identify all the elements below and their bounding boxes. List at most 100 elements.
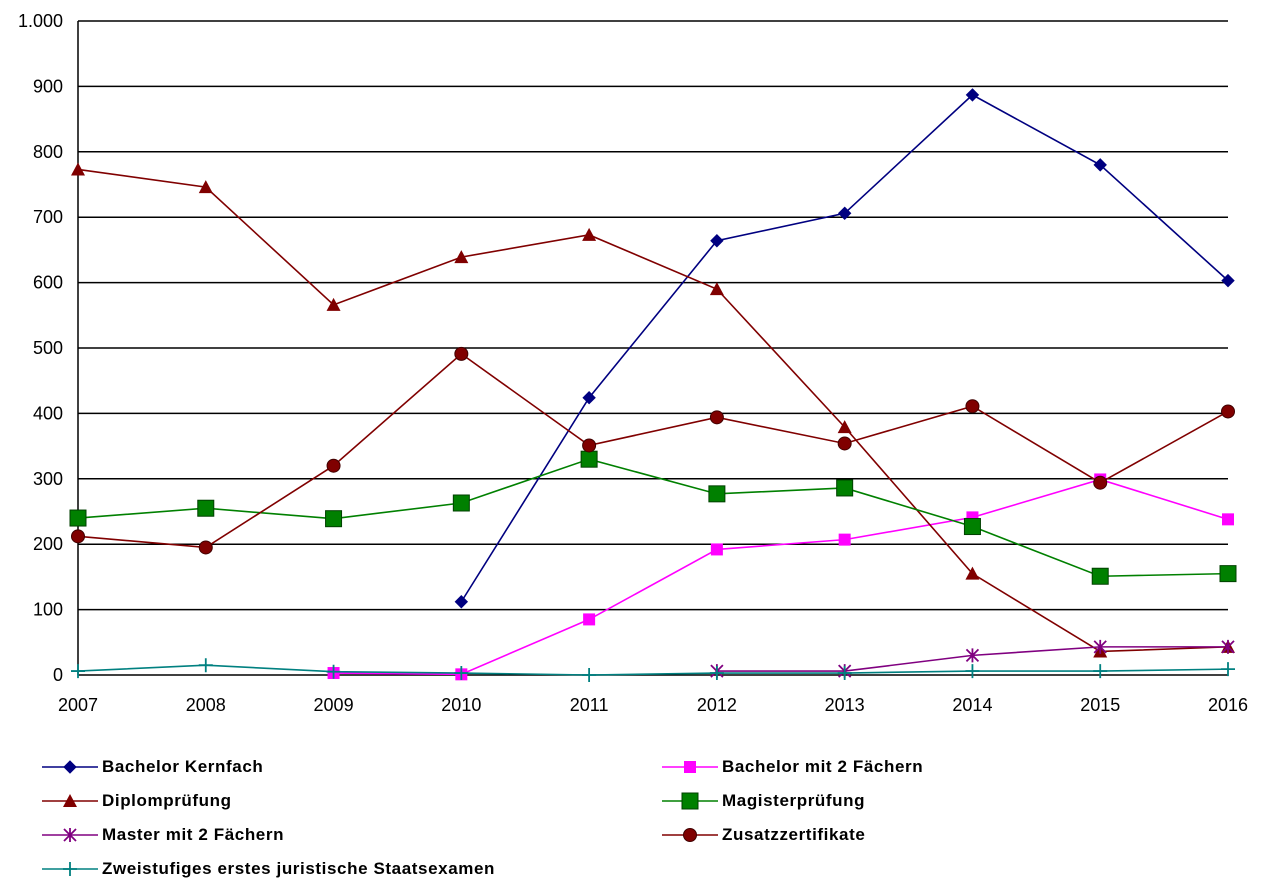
y-tick-label: 600 (33, 273, 63, 293)
data-point (325, 510, 343, 528)
x-tick-label: 2016 (1208, 695, 1248, 715)
x-tick-label: 2012 (697, 695, 737, 715)
data-point (326, 458, 341, 473)
data-point (1221, 662, 1235, 677)
legend-swatch (42, 760, 98, 774)
data-point (837, 420, 852, 434)
data-point (582, 438, 597, 453)
y-axis-tick-labels: 0 100 200 300 400 500 600 700 800 900 1.000 (18, 11, 63, 685)
data-point (709, 410, 724, 425)
legend-item: Magisterprüfung (660, 784, 865, 818)
legend-marker (63, 760, 77, 774)
y-tick-label: 300 (33, 469, 63, 489)
data-point (582, 227, 597, 241)
legend-label: Bachelor Kernfach (102, 757, 264, 776)
y-tick-label: 900 (33, 76, 63, 96)
data-point (454, 250, 469, 264)
legend-label: Zusatzzertifikate (722, 825, 866, 844)
series-line (333, 478, 1229, 676)
y-tick-label: 500 (33, 338, 63, 358)
data-point (582, 390, 596, 405)
x-tick-label: 2014 (952, 695, 992, 715)
data-point (965, 88, 980, 102)
data-point (836, 479, 854, 497)
legend-swatch (662, 828, 718, 842)
data-point (454, 346, 469, 361)
x-tick-label: 2007 (58, 695, 98, 715)
legend-item: Zweistufiges erstes juristische Staatsex… (40, 852, 495, 886)
series-line (77, 664, 1229, 676)
legend-swatch (42, 862, 98, 876)
series-line (77, 168, 1229, 653)
x-tick-label: 2013 (825, 695, 865, 715)
legend-marker (63, 794, 77, 807)
x-tick-label: 2009 (314, 695, 354, 715)
data-point (965, 664, 980, 679)
data-point (198, 540, 213, 555)
data-point (1093, 664, 1108, 679)
data-point (1093, 158, 1107, 172)
x-tick-label: 2008 (186, 695, 226, 715)
legend-label: Magisterprüfung (722, 791, 866, 810)
legend-swatch (662, 792, 718, 810)
legend-item: Master mit 2 Fächern (40, 818, 284, 852)
legend-item: Diplomprüfung (40, 784, 232, 818)
data-point (198, 180, 213, 194)
data-point (1221, 404, 1235, 419)
series-line (77, 352, 1229, 549)
legend-label: Zweistufiges erstes juristische Staatsex… (102, 859, 496, 878)
legend-item: Bachelor Kernfach (40, 750, 263, 784)
legend-label: Diplomprüfung (102, 791, 232, 810)
data-point (709, 666, 724, 681)
data-point (963, 518, 981, 536)
data-point (71, 664, 85, 679)
data-point (326, 664, 341, 679)
data-point (837, 666, 852, 681)
x-tick-label: 2011 (570, 695, 609, 715)
data-point (1221, 639, 1235, 654)
data-point (710, 234, 724, 248)
legend-item: Bachelor mit 2 Fächern (660, 750, 923, 784)
data-point (1093, 475, 1108, 490)
legend-swatch (42, 828, 98, 842)
series-bachelor-mit-2-f-chern (327, 473, 1234, 681)
data-point (582, 668, 597, 682)
data-point (710, 543, 723, 556)
legend: Bachelor Kernfach Bachelor mit 2 Fächern D… (0, 750, 1261, 881)
data-point (454, 595, 469, 609)
legend-swatch (662, 761, 718, 773)
legend-marker (683, 828, 697, 842)
data-point (965, 566, 980, 580)
series-lines (69, 88, 1237, 682)
series-diplompr-fung (71, 162, 1235, 658)
data-point (71, 529, 85, 544)
legend-item: Zusatzzertifikate (660, 818, 865, 852)
y-tick-label: 100 (33, 600, 63, 620)
gridlines (77, 20, 1228, 676)
series-zusatzzertifikate (71, 346, 1235, 555)
legend-label: Master mit 2 Fächern (102, 825, 285, 844)
data-point (198, 658, 213, 673)
y-tick-label: 700 (33, 207, 63, 227)
y-tick-label: 800 (33, 142, 63, 162)
data-point (583, 613, 596, 626)
y-tick-label: 1.000 (18, 11, 63, 31)
y-tick-label: 200 (33, 534, 63, 554)
y-tick-label: 400 (33, 403, 63, 423)
legend-label: Bachelor mit 2 Fächern (722, 757, 924, 776)
legend-marker (63, 828, 77, 842)
data-point (1222, 513, 1234, 526)
legend-marker (684, 761, 696, 773)
series-magisterpr-fung (69, 450, 1237, 585)
data-point (838, 533, 851, 546)
data-point (1219, 565, 1237, 583)
data-point (71, 162, 85, 176)
data-point (580, 450, 598, 468)
data-point (837, 206, 852, 220)
data-point (1093, 639, 1107, 654)
x-tick-label: 2010 (441, 695, 481, 715)
data-point (1091, 567, 1109, 585)
data-point (708, 485, 726, 503)
data-point (454, 666, 469, 681)
